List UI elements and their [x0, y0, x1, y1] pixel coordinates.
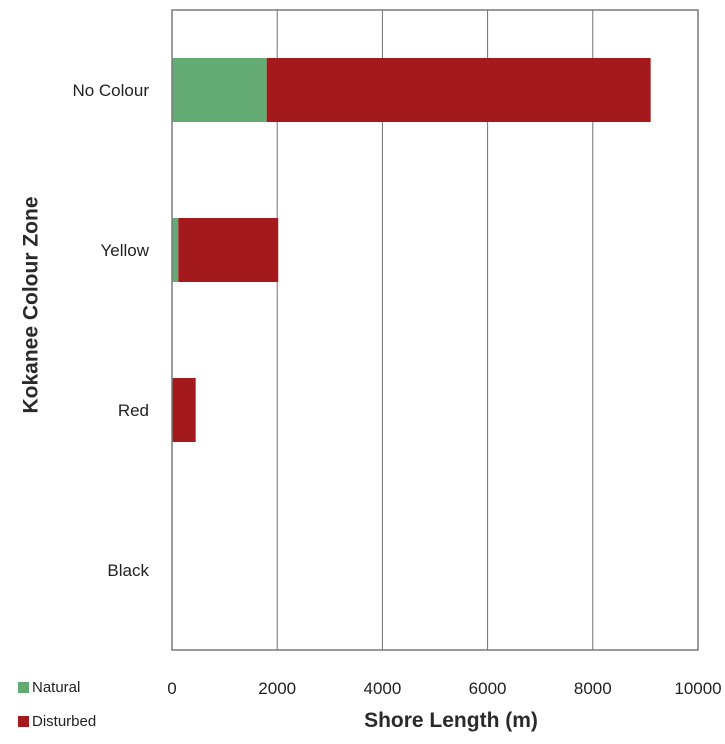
bar-disturbed-no-colour [266, 58, 651, 122]
x-tick-label: 2000 [258, 679, 296, 698]
category-label: No Colour [72, 81, 149, 100]
legend-item-natural: Natural [18, 676, 96, 698]
bar-disturbed-yellow [178, 218, 279, 282]
x-tick-label: 8000 [574, 679, 612, 698]
legend-label-disturbed: Disturbed [32, 712, 97, 730]
x-tick-label: 6000 [469, 679, 507, 698]
category-label: Red [118, 401, 149, 420]
x-tick-labels: 0 2000 4000 6000 8000 10000 [167, 679, 721, 698]
legend-swatch-disturbed [18, 715, 29, 727]
legend-swatch-natural [18, 681, 29, 693]
x-tick-label: 0 [167, 679, 176, 698]
legend-label-natural: Natural [32, 678, 81, 696]
category-label: Black [107, 561, 149, 580]
x-tick-label: 10000 [674, 679, 721, 698]
legend-item-disturbed: Disturbed [18, 710, 96, 732]
y-axis-title: Kokanee Colour Zone [20, 196, 43, 413]
category-label: Yellow [100, 241, 149, 260]
x-tick-label: 4000 [363, 679, 401, 698]
plot-frame [171, 9, 699, 651]
legend: Natural Disturbed [18, 676, 96, 744]
bar-natural-yellow [172, 218, 179, 282]
x-axis-title: Shore Length (m) [364, 709, 538, 732]
bar-disturbed-red [172, 378, 196, 442]
bar-natural-no-colour [172, 58, 267, 122]
bars [172, 58, 651, 442]
category-labels: No Colour Yellow Red Black [72, 81, 149, 580]
